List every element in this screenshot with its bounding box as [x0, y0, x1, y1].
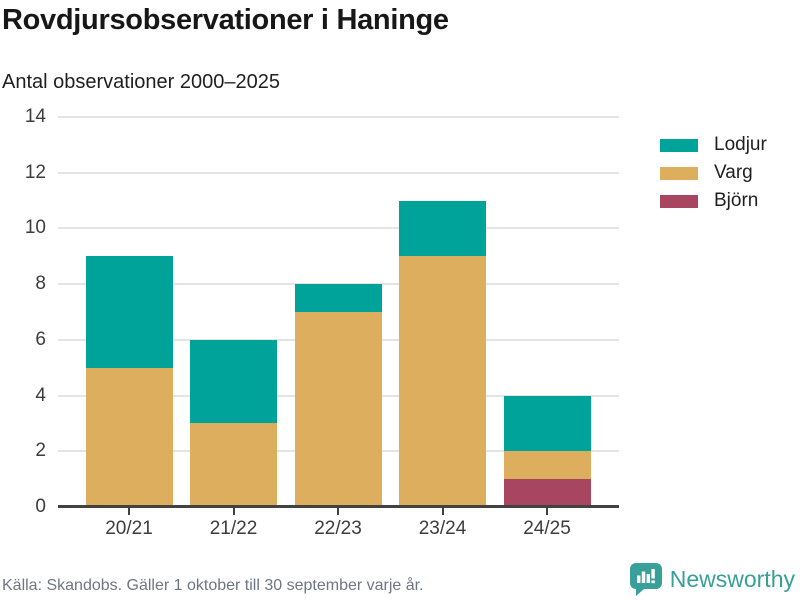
x-axis-tick-label: 23/24 [418, 518, 467, 539]
bar-segment-lodjur-21-22 [190, 339, 277, 424]
bar-segment-varg-21-22 [190, 423, 277, 507]
x-axis-tick-label: 20/21 [105, 518, 153, 539]
legend: Lodjur Varg Björn [660, 131, 767, 215]
y-axis-tick-label: 4 [35, 384, 46, 406]
y-axis-tick-label: 2 [35, 440, 46, 462]
legend-item-varg: Varg [660, 159, 767, 187]
y-axis-tick-label: 6 [35, 328, 46, 350]
x-axis-line [58, 505, 619, 508]
newsworthy-logo[interactable]: Newsworthy [629, 562, 795, 597]
gridline [58, 227, 619, 230]
legend-label: Lodjur [714, 134, 767, 155]
bar-segment-varg-23-24 [399, 256, 486, 507]
chart-subtitle: Antal observationer 2000–2025 [2, 71, 280, 93]
bar-segment-varg-20-21 [85, 367, 173, 507]
bar-segment-björn-24-25 [503, 479, 591, 507]
bar-segment-varg-22-23 [294, 312, 382, 507]
bar-segment-lodjur-24-25 [503, 395, 591, 452]
x-axis-tick [128, 508, 130, 515]
bar-segment-lodjur-23-24 [399, 200, 486, 257]
legend-item-björn: Björn [660, 187, 767, 215]
gridline [58, 116, 619, 118]
legend-swatch [660, 194, 698, 208]
y-axis-tick-label: 10 [24, 217, 46, 239]
y-axis-tick-label: 14 [24, 106, 46, 127]
y-axis-tick-label: 12 [24, 161, 46, 183]
x-axis-tick [546, 508, 548, 515]
gridline [58, 171, 619, 174]
x-axis-tick [441, 508, 444, 515]
y-axis-tick-label: 8 [35, 273, 46, 295]
x-axis-tick [232, 508, 235, 515]
chart-title: Rovdjursobservationer i Haninge [2, 4, 449, 36]
legend-swatch [660, 166, 698, 180]
bar-segment-varg-24-25 [503, 451, 591, 480]
newsworthy-bubble-chart-icon [629, 563, 662, 596]
legend-label: Varg [714, 162, 753, 183]
x-axis-tick [337, 508, 339, 515]
legend-item-lodjur: Lodjur [660, 131, 767, 159]
bar-segment-lodjur-22-23 [294, 284, 382, 312]
source-note: Källa: Skandobs. Gäller 1 oktober till 3… [2, 577, 424, 594]
legend-label: Björn [714, 190, 759, 211]
x-axis-tick-label: 22/23 [314, 518, 362, 539]
bar-segment-lodjur-20-21 [85, 256, 173, 368]
y-axis-tick-label: 0 [35, 496, 46, 517]
x-axis-tick-label: 24/25 [523, 518, 571, 539]
x-axis-tick-label: 21/22 [209, 518, 258, 539]
newsworthy-wordmark: Newsworthy [669, 566, 795, 592]
legend-swatch [660, 138, 698, 152]
